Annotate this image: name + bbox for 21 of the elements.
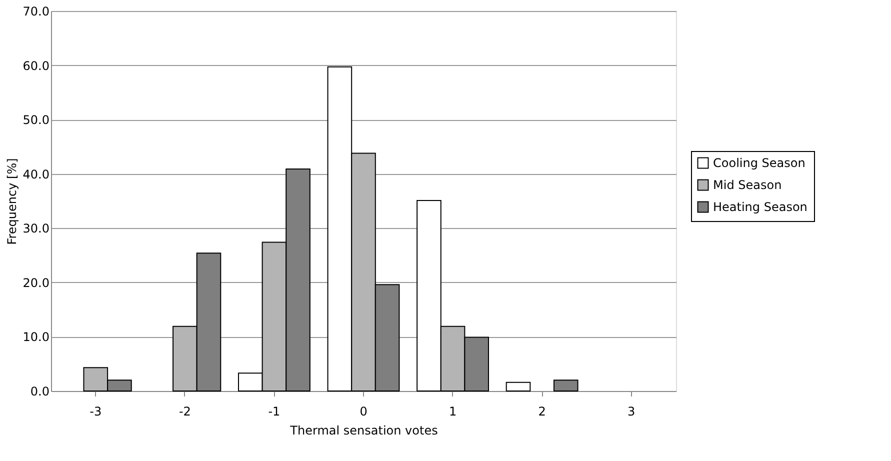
bar <box>506 382 531 392</box>
legend-label: Mid Season <box>713 178 782 192</box>
y-tick-label: 50.0 <box>22 113 50 128</box>
y-tick-label: 0.0 <box>30 384 50 398</box>
x-tick-label: 0 <box>360 404 368 418</box>
y-axis-title: Frequency [%] <box>4 158 19 245</box>
x-tick-label: -2 <box>178 404 191 418</box>
x-tick-label: 2 <box>538 404 546 418</box>
legend-label: Heating Season <box>713 200 808 214</box>
x-tick-label: 3 <box>628 404 636 418</box>
y-tick-label: 40.0 <box>22 167 50 182</box>
x-axis-title: Thermal sensation votes <box>289 424 438 438</box>
legend-label: Cooling Season <box>713 156 806 170</box>
x-tick-label: -1 <box>268 404 280 418</box>
x-tick-label: 1 <box>448 404 457 418</box>
y-tick-label: 60.0 <box>22 58 50 73</box>
y-tick-label: 30.0 <box>22 222 50 236</box>
y-tick-label: 70.0 <box>22 4 50 18</box>
x-tick-label: -3 <box>90 404 102 418</box>
y-tick-label: 20.0 <box>22 276 50 290</box>
y-tick-label: 10.0 <box>22 330 50 344</box>
